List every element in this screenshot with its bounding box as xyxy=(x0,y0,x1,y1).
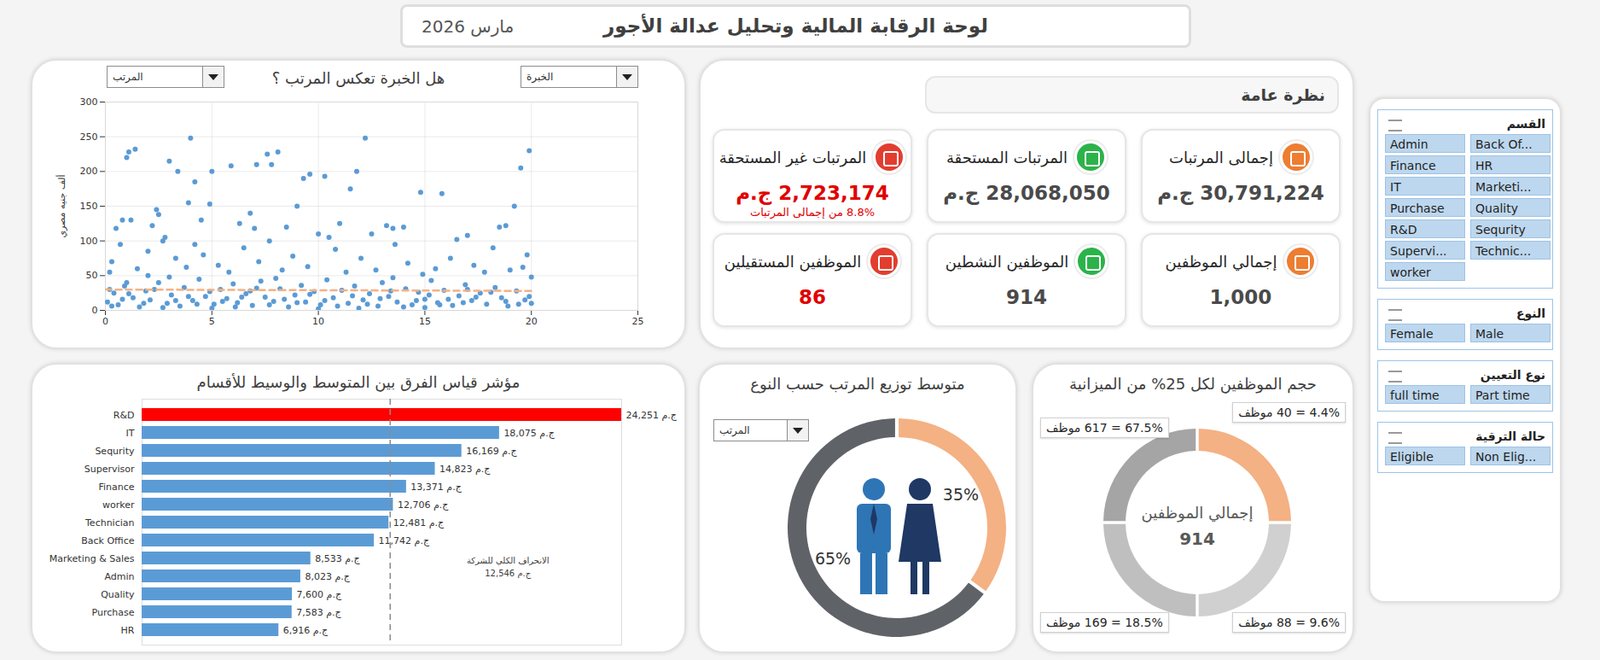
svg-text:ج.م 8,533: ج.م 8,533 xyxy=(314,552,361,565)
html-text:Non Elig...: Non Elig... xyxy=(1475,449,1537,464)
svg-text:150: 150 xyxy=(80,200,99,212)
html-text:Technic...: Technic... xyxy=(1475,244,1532,258)
html-text:نوع التعيين: نوع التعيين xyxy=(1480,367,1546,382)
svg-text:ج.م 12,481: ج.م 12,481 xyxy=(393,517,445,529)
svg-text:100: 100 xyxy=(80,235,99,247)
html-text:متوسط توزيع المرتب حسب النوع: متوسط توزيع المرتب حسب النوع xyxy=(750,374,965,393)
html-text:30,791,224 ج.م: 30,791,224 ج.م xyxy=(1157,181,1325,204)
svg-text:0: 0 xyxy=(102,315,109,327)
svg-text:35%: 35% xyxy=(942,484,979,504)
html-text:حجم الموظفين لكل 25% من الميزا: حجم الموظفين لكل 25% من الميزانية xyxy=(1069,374,1317,393)
svg-text:ج.م 11,742: ج.م 11,742 xyxy=(378,535,431,547)
svg-text:ج.م 8,023: ج.م 8,023 xyxy=(304,570,350,582)
svg-text:Admin: Admin xyxy=(104,570,134,582)
svg-text:ج.م 18,075: ج.م 18,075 xyxy=(503,427,555,439)
html-text:Marketi...: Marketi... xyxy=(1475,180,1532,194)
html-text:worker: worker xyxy=(1390,265,1431,280)
html-text:Purchase: Purchase xyxy=(1390,201,1445,216)
html-text:R&D: R&D xyxy=(1390,222,1417,237)
html-text:4.4% = 40 موظف: 4.4% = 40 موظف xyxy=(1238,405,1340,419)
svg-text:ج.م 12,706: ج.م 12,706 xyxy=(397,499,449,511)
svg-text:15: 15 xyxy=(418,315,431,327)
svg-text:0: 0 xyxy=(92,304,99,316)
html-text:هل الخبرة تعكس المرتب ؟: هل الخبرة تعكس المرتب ؟ xyxy=(271,69,445,88)
html-text:Female: Female xyxy=(1390,326,1434,341)
html-text:الخبرة: الخبرة xyxy=(526,70,554,83)
svg-text:worker: worker xyxy=(102,499,135,511)
html-text:الموظفين النشطين: الموظفين النشطين xyxy=(945,252,1069,271)
html-text:Eligible: Eligible xyxy=(1390,449,1434,464)
svg-text:ج.م 6,916: ج.م 6,916 xyxy=(283,624,329,636)
html-text:Quality: Quality xyxy=(1475,201,1519,216)
html-text:67.5% = 617 موظف: 67.5% = 617 موظف xyxy=(1046,420,1163,435)
html-text:Sequrity: Sequrity xyxy=(1475,222,1526,237)
html-text:المرتب: المرتب xyxy=(719,424,750,437)
html-text:Back Of...: Back Of... xyxy=(1475,137,1533,152)
html-text:القسم: القسم xyxy=(1506,116,1546,131)
svg-text:5: 5 xyxy=(209,315,216,327)
html-text:HR: HR xyxy=(1475,158,1493,173)
svg-text:Sequrity: Sequrity xyxy=(94,445,135,457)
svg-text:Supervisor: Supervisor xyxy=(84,463,135,475)
svg-text:الانحراف الكلي للشركة: الانحراف الكلي للشركة xyxy=(466,555,550,566)
html-text:full time: full time xyxy=(1390,388,1440,402)
html-text:IT: IT xyxy=(1390,180,1401,194)
svg-text:إجمالي الموظفين: إجمالي الموظفين xyxy=(1141,503,1254,523)
html-text:9.6% = 88 موظف: 9.6% = 88 موظف xyxy=(1238,615,1340,629)
html-text:المرتب: المرتب xyxy=(112,70,144,83)
svg-text:200: 200 xyxy=(80,165,99,177)
html-text:86: 86 xyxy=(798,285,827,309)
svg-text:Purchase: Purchase xyxy=(92,606,135,618)
svg-text:Marketing & Sales: Marketing & Sales xyxy=(49,552,135,565)
html-text:Part time: Part time xyxy=(1475,388,1530,402)
html-text:28,068,050 ج.م: 28,068,050 ج.م xyxy=(943,181,1111,204)
html-text:2,723,174 ج.م: 2,723,174 ج.م xyxy=(735,181,890,204)
svg-text:ج.م 12,546: ج.م 12,546 xyxy=(484,568,532,579)
html-text:النوع: النوع xyxy=(1516,306,1546,320)
svg-text:Finance: Finance xyxy=(98,481,134,493)
html-text:مارس 2026: مارس 2026 xyxy=(421,16,514,37)
html-text:8.8% من إجمالى المرتبات: 8.8% من إجمالى المرتبات xyxy=(749,205,875,219)
svg-text:50: 50 xyxy=(86,269,99,281)
html-text:مؤشر قياس الفرق بين المتوسط وا: مؤشر قياس الفرق بين المتوسط والوسيط للأق… xyxy=(196,372,521,391)
svg-text:Quality: Quality xyxy=(100,588,135,600)
html-text:Supervi...: Supervi... xyxy=(1390,244,1447,258)
html-text:المرتبات غير المستحقة: المرتبات غير المستحقة xyxy=(719,148,867,166)
html-text:الموظفين المستقيلين: الموظفين المستقيلين xyxy=(724,252,862,271)
svg-text:914: 914 xyxy=(1179,528,1216,549)
svg-text:ج.م 14,823: ج.م 14,823 xyxy=(439,463,491,475)
svg-text:300: 300 xyxy=(80,96,99,108)
html-text:1,000: 1,000 xyxy=(1209,285,1272,309)
svg-text:ج.م 13,371: ج.م 13,371 xyxy=(410,481,462,493)
html-text:Finance: Finance xyxy=(1390,158,1436,173)
svg-text:ألف جنيه مصري: ألف جنيه مصري xyxy=(55,174,68,238)
svg-text:ج.م 7,583: ج.م 7,583 xyxy=(296,606,342,618)
svg-text:ج.م 24,251: ج.م 24,251 xyxy=(626,409,678,421)
html-text:Admin: Admin xyxy=(1390,137,1429,152)
svg-text:25: 25 xyxy=(632,315,645,327)
html-text:إجمالى المرتبات: إجمالى المرتبات xyxy=(1169,148,1274,166)
svg-text:250: 250 xyxy=(80,131,99,143)
html-text:Male: Male xyxy=(1475,326,1504,341)
html-text:لوحة الرقابة المالية وتحليل عد: لوحة الرقابة المالية وتحليل عدالة الأجور xyxy=(603,14,989,37)
svg-text:Technician: Technician xyxy=(84,517,135,529)
svg-text:R&D: R&D xyxy=(113,409,135,421)
html-text:حالة الترقية: حالة الترقية xyxy=(1475,429,1546,443)
svg-text:IT: IT xyxy=(126,427,135,439)
svg-text:Back Office: Back Office xyxy=(81,535,135,547)
html-text:نظرة عامة: نظرة عامة xyxy=(1241,85,1326,105)
html-text:إجمالي الموظفين: إجمالي الموظفين xyxy=(1165,252,1278,271)
html-text:18.5% = 169 موظف: 18.5% = 169 موظف xyxy=(1046,615,1163,629)
svg-text:ج.م 7,600: ج.م 7,600 xyxy=(296,588,343,600)
html-text:المرتبات المستحقة: المرتبات المستحقة xyxy=(946,148,1068,166)
svg-text:HR: HR xyxy=(121,624,135,636)
svg-text:65%: 65% xyxy=(814,548,851,568)
html-text:914: 914 xyxy=(1006,285,1048,309)
svg-text:20: 20 xyxy=(525,315,538,327)
svg-text:10: 10 xyxy=(312,315,325,327)
svg-text:ج.م 16,169: ج.م 16,169 xyxy=(465,445,518,457)
